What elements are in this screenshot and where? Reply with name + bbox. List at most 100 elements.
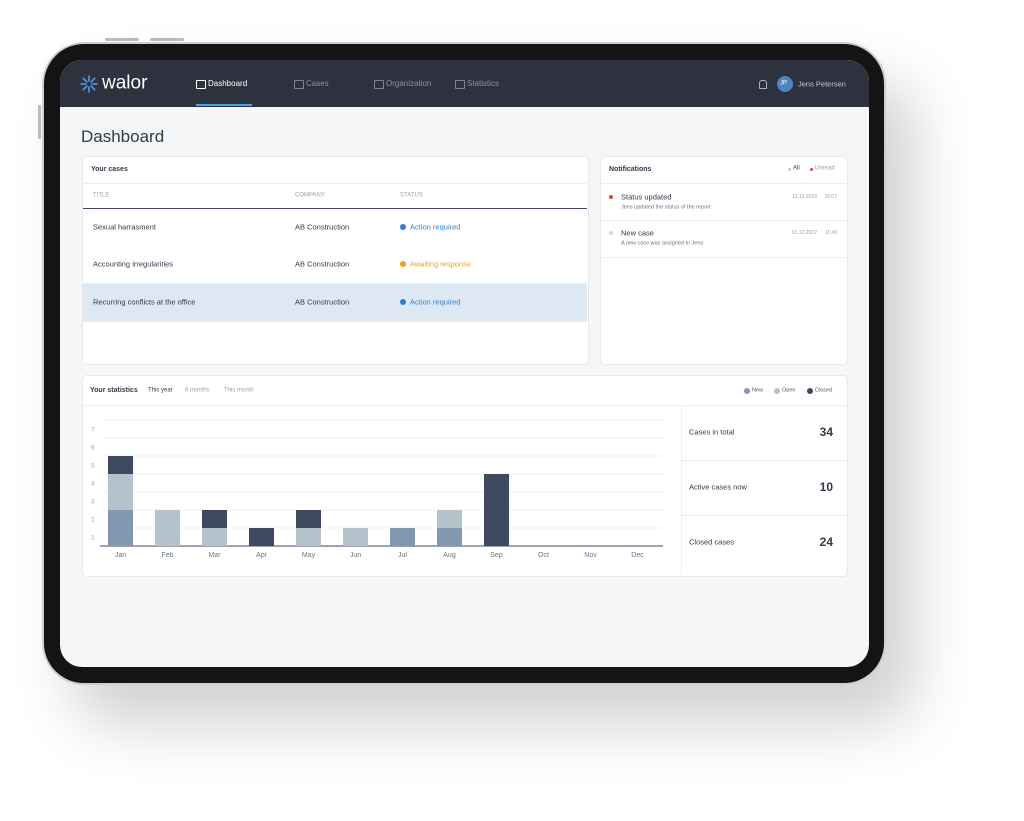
x-tick-label: Mar xyxy=(208,552,221,559)
legend-dot xyxy=(807,388,813,394)
notification-time: 16:07 xyxy=(824,194,837,200)
summary-value: 10 xyxy=(819,479,833,494)
summary-label: Active cases now xyxy=(689,482,747,492)
x-tick-label: Feb xyxy=(161,552,173,559)
bar-segment xyxy=(390,528,415,546)
nav-icon xyxy=(196,80,206,89)
bar-segment xyxy=(155,510,180,546)
card-title: Your cases xyxy=(91,165,128,173)
x-tick-label: Dec xyxy=(631,552,644,559)
nav-icon xyxy=(374,80,384,89)
logo-icon xyxy=(80,75,98,93)
legend-label: Closed xyxy=(815,387,833,394)
nav-active-underline xyxy=(196,104,252,106)
bar-segment xyxy=(202,528,227,546)
header-line xyxy=(83,208,587,209)
bar-segment xyxy=(296,510,321,528)
nav-item[interactable]: Organization xyxy=(386,79,432,89)
case-company: AB Construction xyxy=(295,297,350,306)
notification-text: Jens updated the status of the report xyxy=(621,204,711,211)
case-title: Accounting irregularities xyxy=(93,259,174,268)
divider xyxy=(681,406,682,575)
case-status: Action required xyxy=(410,297,461,306)
y-tick-label: 2 xyxy=(91,517,95,524)
notification-title[interactable]: New case xyxy=(621,228,654,238)
legend-dot xyxy=(774,388,780,394)
status-dot xyxy=(400,223,406,230)
nav-item[interactable]: Cases xyxy=(306,79,329,89)
tablet-button xyxy=(38,105,41,139)
x-tick-label: Aug xyxy=(443,552,456,559)
divider xyxy=(83,183,587,184)
x-tick-label: Oct xyxy=(538,552,549,559)
period-tab[interactable]: This year xyxy=(148,387,173,394)
divider xyxy=(682,515,846,516)
bar-segment xyxy=(437,510,462,528)
y-tick-label: 7 xyxy=(91,427,95,434)
nav-icon xyxy=(455,80,465,89)
case-company: AB Construction xyxy=(295,222,350,231)
tablet-button xyxy=(105,38,139,41)
table-row[interactable] xyxy=(83,209,587,247)
notification-dot xyxy=(609,231,613,235)
filter[interactable]: All xyxy=(793,165,800,172)
summary-label: Cases in total xyxy=(689,427,735,437)
notification-date: 12.12.2022 xyxy=(791,194,817,200)
notification-title[interactable]: Status updated xyxy=(621,192,672,202)
bar-segment xyxy=(108,510,133,546)
case-title: Sexual harrasment xyxy=(93,222,156,231)
legend-dot xyxy=(744,388,750,394)
divider xyxy=(601,220,846,221)
nav-item[interactable]: Dashboard xyxy=(208,79,248,89)
bar-segment xyxy=(202,510,227,528)
summary-value: 24 xyxy=(819,534,833,549)
nav-item[interactable]: Statistics xyxy=(467,79,500,89)
status-dot xyxy=(400,298,406,305)
column-header: COMPANY xyxy=(295,192,325,199)
notification-time: 11:49 xyxy=(824,230,837,236)
notification-date: 01.12.2022 xyxy=(791,230,817,236)
filter[interactable]: Unread xyxy=(815,165,835,172)
column-header: STATUS xyxy=(400,192,423,199)
case-company: AB Construction xyxy=(295,259,350,268)
x-tick-label: Nov xyxy=(584,552,597,559)
divider xyxy=(601,257,846,258)
legend-label: New xyxy=(752,387,764,394)
card-title: Your statistics xyxy=(90,386,138,394)
case-status: Action required xyxy=(410,222,461,231)
nav-icon xyxy=(294,80,304,89)
case-status: Awaiting response xyxy=(410,259,472,268)
y-tick-label: 3 xyxy=(91,499,95,506)
table-row[interactable] xyxy=(83,246,587,284)
tablet-button xyxy=(150,38,184,41)
bar-segment xyxy=(108,474,133,510)
divider xyxy=(682,460,846,461)
period-tab[interactable]: 6 months xyxy=(185,387,210,394)
x-tick-label: Jan xyxy=(115,552,126,559)
x-tick-label: May xyxy=(302,552,316,559)
x-tick-label: Jul xyxy=(398,552,407,559)
case-title: Recurring conflicts at the office xyxy=(93,297,196,306)
legend-label: Open xyxy=(782,387,796,394)
period-tab[interactable]: This month xyxy=(224,387,254,394)
bar-segment xyxy=(484,474,509,546)
bell-icon xyxy=(759,80,767,89)
user-name[interactable]: Jens Petersen xyxy=(798,79,846,89)
y-tick-label: 1 xyxy=(91,535,95,542)
y-tick-label: 4 xyxy=(91,481,95,488)
x-tick-label: Apr xyxy=(256,552,268,559)
y-tick-label: 5 xyxy=(91,463,95,470)
notification-text: A new case was assigned to Jens xyxy=(621,240,704,247)
table-row[interactable] xyxy=(83,284,587,322)
summary-value: 34 xyxy=(819,424,833,439)
column-header: TITLE xyxy=(93,192,110,199)
bar-segment xyxy=(249,528,274,546)
page-title: Dashboard xyxy=(81,126,165,146)
notification-dot xyxy=(609,195,613,199)
card-title: Notifications xyxy=(609,165,652,173)
summary-label: Closed cases xyxy=(689,537,735,547)
bar-segment xyxy=(437,528,462,546)
divider xyxy=(83,405,846,406)
y-tick-label: 6 xyxy=(91,445,95,452)
